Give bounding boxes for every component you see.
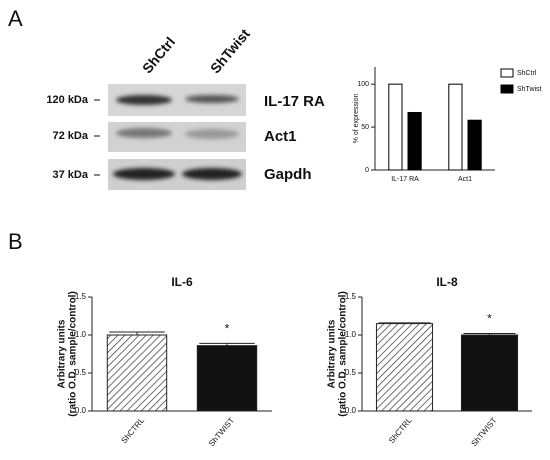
band: [185, 129, 239, 139]
marker-label: 72 kDa: [53, 130, 89, 142]
band: [113, 168, 175, 180]
y-axis-label: Arbitrary units: [57, 319, 68, 388]
legend-swatch: [500, 68, 514, 78]
y-tick-label: 1.5: [75, 292, 87, 301]
x-tick-label: ShTWIST: [469, 416, 498, 448]
error-bar: [463, 332, 516, 335]
bar: [375, 323, 434, 412]
band: [185, 95, 239, 103]
lane-label: ShTwist: [207, 25, 253, 76]
legend-label: ShCtrl: [517, 70, 537, 77]
band: [116, 128, 172, 138]
y-axis-label: (ratio O.D. sample/control): [338, 291, 349, 417]
x-tick-label: ShCTRL: [120, 415, 147, 445]
legend-swatch: [500, 84, 514, 94]
error-bar: [378, 322, 431, 324]
marker-label: 120 kDa: [46, 94, 88, 106]
y-tick-label: 0: [365, 167, 369, 174]
y-axis-label: Arbitrary units: [327, 319, 338, 388]
x-tick-label: Act1: [458, 176, 472, 183]
y-tick-label: 0.0: [75, 406, 87, 415]
y-tick-label: 0.5: [345, 368, 357, 377]
chart-title: IL-6: [171, 275, 193, 289]
protein-label: Gapdh: [264, 166, 312, 183]
error-bar: [199, 342, 255, 346]
y-tick-label: 0.0: [345, 406, 357, 415]
y-tick-label: 1.0: [75, 330, 87, 339]
y-tick-label: 1.0: [345, 330, 357, 339]
x-tick-label: ShCTRL: [387, 415, 414, 445]
y-axis-label: (ratio O.D. sample/control): [68, 291, 79, 417]
x-tick-label: ShTWIST: [207, 416, 236, 448]
panel-label: B: [8, 229, 23, 254]
significance-mark: *: [225, 322, 230, 336]
bar: [106, 334, 168, 412]
y-tick-label: 0.5: [75, 368, 87, 377]
band: [116, 95, 172, 105]
bar: [467, 119, 482, 171]
error-bar: [109, 331, 165, 335]
protein-label: IL-17 RA: [264, 93, 325, 110]
y-axis-label: % of expression: [353, 93, 360, 143]
bar: [388, 83, 403, 171]
protein-label: Act1: [264, 128, 297, 145]
lane-label: ShCtrl: [139, 34, 178, 76]
band: [182, 168, 242, 180]
bar: [460, 334, 519, 412]
y-tick-label: 1.5: [345, 292, 357, 301]
y-tick-label: 50: [361, 124, 369, 131]
bar: [407, 111, 422, 171]
bar: [196, 345, 258, 412]
significance-mark: *: [487, 312, 492, 326]
legend-label: ShTwist: [517, 86, 542, 93]
bar: [448, 83, 463, 171]
chart-title: IL-8: [436, 275, 458, 289]
y-tick-label: 100: [357, 81, 369, 88]
western-blot: ShCtrl ShTwist 120 kDa 72 kDa 37 kDa IL-…: [46, 25, 325, 190]
marker-label: 37 kDa: [53, 169, 89, 181]
panel-label: A: [8, 6, 23, 31]
x-tick-label: IL-17 RA: [391, 176, 419, 183]
